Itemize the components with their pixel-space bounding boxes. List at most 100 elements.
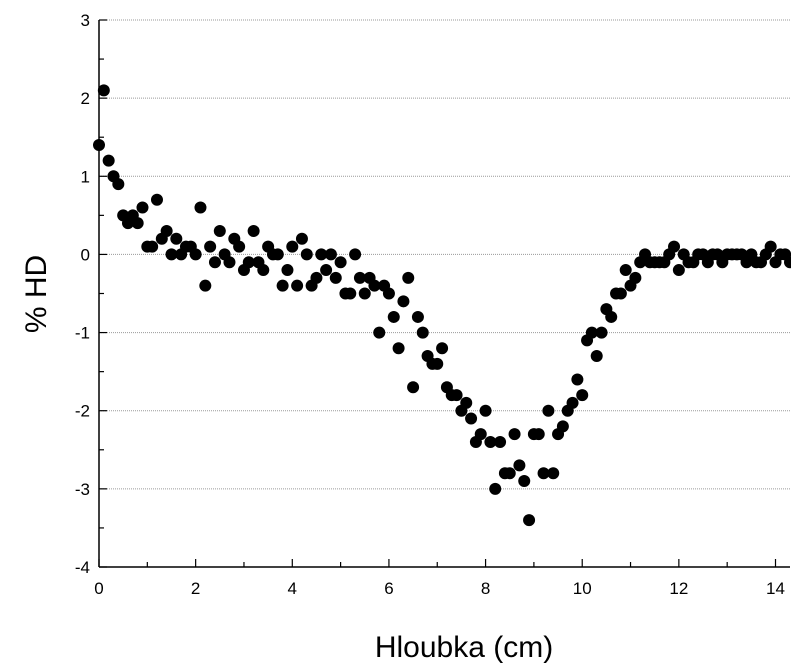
data-point xyxy=(465,412,478,425)
data-point xyxy=(619,264,632,277)
data-point xyxy=(484,435,497,448)
data-point xyxy=(271,248,284,261)
data-point xyxy=(382,287,395,300)
x-tick-label: 8 xyxy=(481,579,490,598)
data-point xyxy=(532,428,545,441)
data-point xyxy=(97,84,110,97)
data-point xyxy=(585,326,598,339)
data-point xyxy=(349,248,362,261)
data-point xyxy=(537,467,550,480)
data-point xyxy=(189,248,202,261)
data-point xyxy=(310,271,323,284)
x-tick-label: 12 xyxy=(669,579,688,598)
data-point xyxy=(368,279,381,292)
data-point xyxy=(503,467,516,480)
tick-marks xyxy=(98,19,777,568)
data-point xyxy=(136,201,149,214)
x-tick-label: 10 xyxy=(573,579,592,598)
y-tick-label: -2 xyxy=(75,402,90,421)
data-point xyxy=(489,482,502,495)
y-tick-label: 0 xyxy=(81,245,90,264)
data-point xyxy=(392,342,405,355)
y-tick-label: 1 xyxy=(81,167,90,186)
data-point xyxy=(329,271,342,284)
y-tick-label: -4 xyxy=(75,558,90,577)
data-point xyxy=(344,287,357,300)
data-point xyxy=(213,224,226,237)
data-point xyxy=(233,240,246,253)
data-point xyxy=(112,178,125,191)
data-point xyxy=(590,350,603,363)
axes xyxy=(98,20,790,568)
data-point xyxy=(208,256,221,269)
data-point xyxy=(291,279,304,292)
data-point xyxy=(223,256,236,269)
data-point xyxy=(431,357,444,370)
y-axis-label: % HD xyxy=(20,255,53,333)
data-point xyxy=(247,224,260,237)
data-point xyxy=(614,287,627,300)
data-point xyxy=(165,248,178,261)
data-point xyxy=(576,389,589,402)
data-point xyxy=(605,310,618,323)
data-point xyxy=(204,240,217,253)
data-point xyxy=(358,287,371,300)
data-point xyxy=(242,256,255,269)
data-point xyxy=(571,373,584,386)
data-point xyxy=(295,232,308,245)
data-point xyxy=(474,428,487,441)
data-point xyxy=(324,248,337,261)
data-point xyxy=(556,420,569,433)
data-point xyxy=(199,279,212,292)
data-point xyxy=(276,279,289,292)
data-point xyxy=(407,381,420,394)
data-point xyxy=(411,310,424,323)
data-point xyxy=(479,404,492,417)
data-point xyxy=(334,256,347,269)
x-axis-label: Hloubka (cm) xyxy=(375,631,553,664)
data-point xyxy=(257,264,270,277)
data-point xyxy=(518,475,531,488)
data-point xyxy=(131,217,144,230)
data-point xyxy=(629,271,642,284)
x-tick-label: 0 xyxy=(94,579,103,598)
data-point xyxy=(764,240,777,253)
data-point xyxy=(353,271,366,284)
data-point xyxy=(373,326,386,339)
data-point xyxy=(513,459,526,472)
data-point xyxy=(300,248,313,261)
data-point xyxy=(542,404,555,417)
data-point xyxy=(170,232,183,245)
x-tick-label: 4 xyxy=(288,579,297,598)
data-point xyxy=(93,139,105,152)
y-tick-label: 3 xyxy=(81,11,90,30)
data-point xyxy=(494,435,507,448)
y-tick-label: -1 xyxy=(75,324,90,343)
x-tick-label: 6 xyxy=(384,579,393,598)
data-point xyxy=(320,264,333,277)
data-points xyxy=(93,84,791,527)
data-point xyxy=(523,514,536,527)
data-point xyxy=(315,248,328,261)
data-point xyxy=(387,310,400,323)
x-tick-label: 2 xyxy=(191,579,200,598)
data-point xyxy=(150,193,163,206)
data-point xyxy=(194,201,207,214)
data-point xyxy=(672,264,685,277)
y-tick-label: -3 xyxy=(75,480,90,499)
data-point xyxy=(566,396,579,409)
data-point xyxy=(784,256,791,269)
data-point xyxy=(416,326,429,339)
data-point xyxy=(460,396,473,409)
x-tick-label: 14 xyxy=(766,579,785,598)
data-point xyxy=(508,428,521,441)
data-point xyxy=(402,271,415,284)
data-point xyxy=(436,342,449,355)
data-point xyxy=(102,154,115,167)
data-point xyxy=(146,240,159,253)
data-point xyxy=(450,389,463,402)
data-point xyxy=(668,240,681,253)
data-point xyxy=(595,326,608,339)
